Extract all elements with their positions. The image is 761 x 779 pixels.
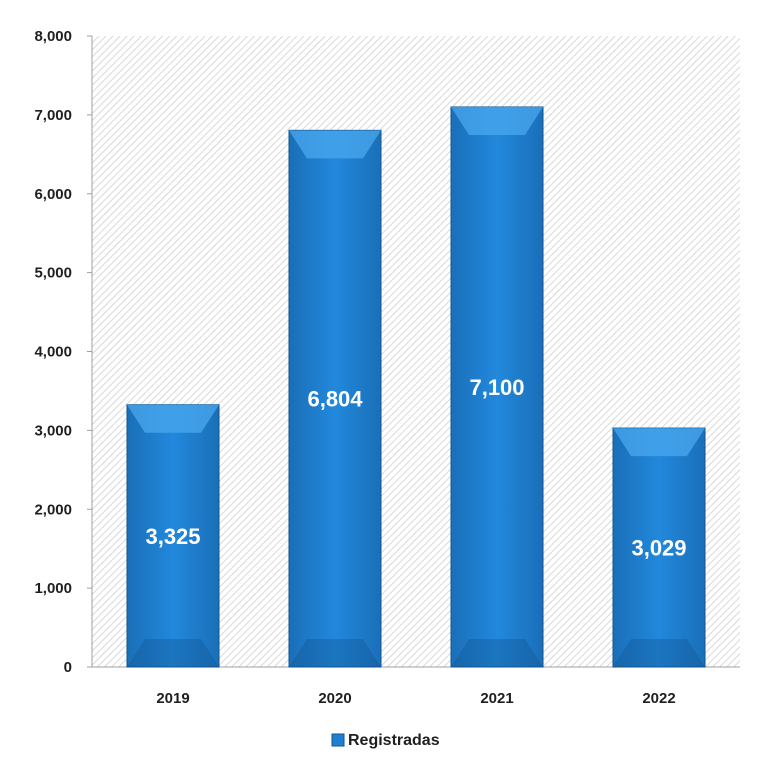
bars xyxy=(126,106,706,668)
data-label: 6,804 xyxy=(307,387,363,412)
bar-2021 xyxy=(450,106,544,668)
data-label: 3,029 xyxy=(631,536,686,561)
y-tick-label: 0 xyxy=(64,659,72,676)
bar-2020 xyxy=(288,129,382,668)
legend-label: Registradas xyxy=(348,732,440,749)
y-tick-label: 4,000 xyxy=(34,344,72,361)
data-labels: 3,325 6,804 7,100 3,029 xyxy=(145,375,686,561)
bar-2022 xyxy=(612,427,706,668)
bar xyxy=(612,427,706,668)
y-tick-label: 7,000 xyxy=(34,107,72,124)
x-tick-label: 2021 xyxy=(480,690,513,707)
bar-bottom-bevel xyxy=(451,639,543,667)
data-label: 3,325 xyxy=(145,524,200,549)
data-label: 7,100 xyxy=(469,375,524,400)
bar-2019 xyxy=(126,404,220,668)
bar-bottom-bevel xyxy=(127,639,219,667)
bar-top-bevel xyxy=(127,404,219,433)
bar xyxy=(450,106,544,668)
x-tick-label: 2020 xyxy=(318,690,351,707)
bar xyxy=(126,404,220,668)
legend-swatch xyxy=(331,733,345,747)
y-tick-label: 5,000 xyxy=(34,265,72,282)
x-tick-label: 2022 xyxy=(642,690,675,707)
bar-top-bevel xyxy=(451,106,543,135)
x-tick-label: 2019 xyxy=(156,690,189,707)
legend: Registradas xyxy=(331,732,440,749)
bar xyxy=(288,129,382,668)
bar-bottom-bevel xyxy=(613,639,705,667)
bar-top-bevel xyxy=(613,428,705,457)
bar-bottom-bevel xyxy=(289,639,381,667)
axes: 0 1,000 2,000 3,000 4,000 5,000 6,000 7,000 8,00… xyxy=(34,28,740,707)
y-tick-label: 2,000 xyxy=(34,501,72,518)
y-tick-label: 8,000 xyxy=(34,28,72,45)
y-tick-label: 3,000 xyxy=(34,422,72,439)
bar-top-bevel xyxy=(289,130,381,159)
y-tick-label: 1,000 xyxy=(34,580,72,597)
y-tick-label: 6,000 xyxy=(34,186,72,203)
